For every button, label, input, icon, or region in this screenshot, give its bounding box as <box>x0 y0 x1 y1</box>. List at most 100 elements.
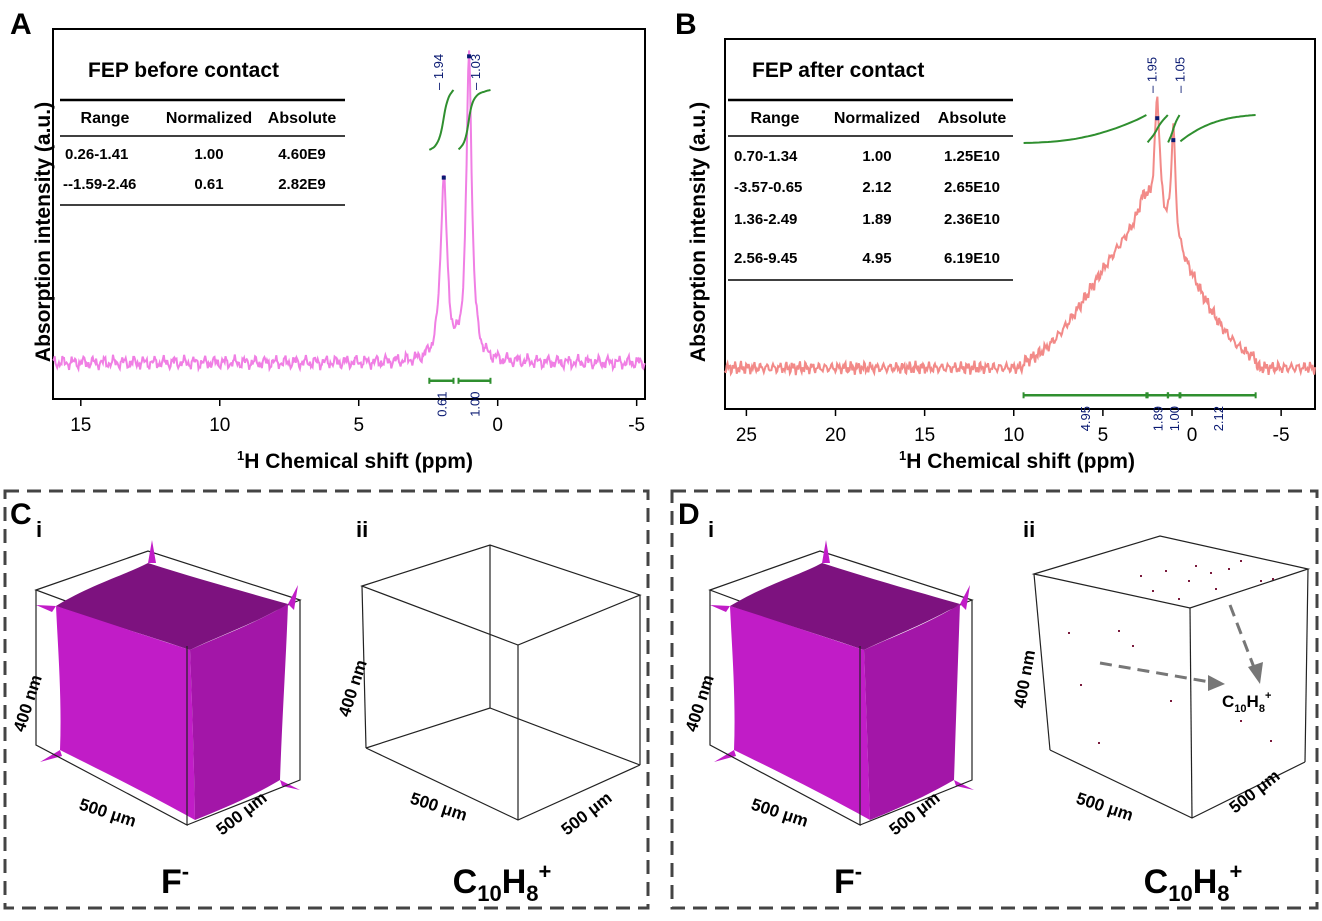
panel-a-header-range: Range <box>81 110 130 127</box>
panel-b-row-3-range: 1.36-2.49 <box>734 211 797 228</box>
panel-d-cube-i-z-label: 400 nm <box>682 673 718 735</box>
panel-d-annotation-naphthalene: C10H8+ <box>1222 690 1271 715</box>
panel-c: C i ii 400 nm 500 μm 500 μm F- 400 nm <box>3 489 650 910</box>
panel-a: A Absorption intensity (a.u.) 15 10 5 0 -5 1… <box>10 8 646 473</box>
panel-d-cube-ii-x-label: 500 μm <box>1074 789 1136 825</box>
panel-b-row-4-range: 2.56-9.45 <box>734 250 797 267</box>
integral-value-label: 2.12 <box>1211 406 1226 431</box>
integral-value-label: 0.61 <box>434 391 449 416</box>
panel-d-sub-ii: ii <box>1023 517 1035 542</box>
ion-speckle <box>1240 720 1242 722</box>
panel-c-cube-i-right-face <box>190 604 288 820</box>
panel-c-cube-i-right-edges <box>186 600 301 826</box>
integral-curve <box>457 89 491 151</box>
panel-c-cube-ii-y-label: 500 μm <box>558 788 616 839</box>
panel-c-sub-ii: ii <box>356 517 368 542</box>
peak-marker <box>1171 138 1176 143</box>
ion-speckle <box>1195 565 1197 567</box>
ion-speckle <box>1152 590 1154 592</box>
panel-c-dashed-border <box>3 489 650 910</box>
panel-c-ion-label-naphthalene: C10H8+ <box>453 859 552 906</box>
panel-a-spectrum-line <box>52 50 646 373</box>
panel-b-row-2-normalized: 2.12 <box>862 179 891 196</box>
x-tick-label: 5 <box>353 415 364 436</box>
integral-curve <box>1179 114 1256 143</box>
panel-d-letter: D <box>678 498 700 531</box>
panel-d-arrow-left-shaft <box>1099 661 1211 684</box>
x-tick-label: 15 <box>914 425 935 446</box>
ion-speckle <box>1170 700 1172 702</box>
panel-b: B Absorption intensity (a.u.) 25 20 15 10 5 0… <box>675 8 1316 473</box>
panel-b-peak-markers: – 1.95 – 1.05 <box>1144 57 1187 143</box>
panel-a-xlabel: 1H Chemical shift (ppm) <box>237 448 473 473</box>
panel-a-row-1-range: 0.26-1.41 <box>65 146 128 163</box>
ion-speckle <box>1228 568 1230 570</box>
panel-c-cube-fluoride <box>34 540 302 826</box>
panel-d-ion-label-naphthalene: C10H8+ <box>1144 859 1243 906</box>
panel-d-cube-i-right-face <box>864 604 960 820</box>
panel-d-cube-naphthalene <box>1031 535 1311 819</box>
x-tick-label: -5 <box>628 415 645 436</box>
panel-a-ylabel: Absorption intensity (a.u.) <box>32 102 55 362</box>
panel-d-cube-i-x-label: 500 μm <box>749 795 811 831</box>
panel-c-letter: C <box>10 498 32 531</box>
x-tick-label: -5 <box>1273 425 1290 446</box>
ion-speckle <box>1178 598 1180 600</box>
panel-b-ylabel: Absorption intensity (a.u.) <box>687 102 710 362</box>
panel-c-cube-i-top-face <box>56 563 288 650</box>
peak-label: – 1.05 <box>1172 57 1187 93</box>
panel-c-cube-i-z-label: 400 nm <box>10 673 46 735</box>
panel-b-row-1-absolute: 1.25E10 <box>944 148 1000 165</box>
x-tick-label: 10 <box>209 415 230 436</box>
panel-a-letter: A <box>10 8 32 41</box>
panel-a-row-2-range: --1.59-2.46 <box>63 176 136 193</box>
panel-c-cube-ii-x-label: 500 μm <box>408 789 470 825</box>
panel-d-cube-i-left-face <box>730 606 870 820</box>
panel-b-xaxis-ticks: 25 20 15 10 5 0 -5 <box>736 409 1290 446</box>
x-tick-label: 15 <box>70 415 91 436</box>
ion-speckle <box>1240 560 1242 562</box>
panel-b-xlabel: 1H Chemical shift (ppm) <box>899 448 1135 473</box>
panel-a-header-normalized: Normalized <box>166 110 252 127</box>
integral-curve <box>1167 114 1181 143</box>
panel-d: D i ii 400 nm 500 μm 500 μm F- <box>670 489 1319 910</box>
peak-marker <box>467 54 472 59</box>
panel-d-cube-ii-y-label: 500 μm <box>1226 766 1284 817</box>
panel-d-cube-fluoride <box>708 540 974 826</box>
x-tick-label: 25 <box>736 425 757 446</box>
ion-speckle <box>1188 580 1190 582</box>
ion-speckle <box>1068 632 1070 634</box>
integral-value-label: 1.00 <box>1167 406 1182 431</box>
x-tick-label: 10 <box>1003 425 1024 446</box>
panel-b-plot-frame <box>724 38 1316 410</box>
integral-curve <box>1146 114 1169 144</box>
panel-c-cube-i-x-label: 500 μm <box>77 795 139 831</box>
peak-label: – 1.95 <box>1144 57 1159 93</box>
panel-c-cube-i-left-face <box>56 606 195 820</box>
integral-value-label: 1.00 <box>467 391 482 416</box>
panel-d-cube-ii-edge <box>1189 607 1193 819</box>
peak-label: – 1.03 <box>468 54 483 90</box>
x-tick-label: 5 <box>1098 425 1109 446</box>
peak-marker <box>1155 116 1160 121</box>
panel-b-row-1-normalized: 1.00 <box>862 148 891 165</box>
x-tick-label: 0 <box>492 415 503 436</box>
panel-c-cube-i-front-edges <box>35 590 188 826</box>
ion-speckle <box>1260 580 1262 582</box>
panel-c-cube-ii-top-edges <box>360 544 642 646</box>
ion-speckle <box>1080 684 1082 686</box>
ion-speckle <box>1272 578 1274 580</box>
panel-a-xaxis-ticks: 15 10 5 0 -5 <box>70 399 645 436</box>
ion-speckle <box>1140 575 1142 577</box>
panel-c-sub-i: i <box>36 517 42 542</box>
integral-curve <box>428 89 455 151</box>
panel-a-peak-markers: – 1.94 – 1.03 <box>431 54 483 180</box>
panel-b-row-4-absolute: 6.19E10 <box>944 250 1000 267</box>
x-tick-label: 0 <box>1187 425 1198 446</box>
peak-label: – 1.94 <box>431 54 446 90</box>
panel-b-integrals: 4.95 1.89 1.00 2.12 <box>1022 114 1257 431</box>
panel-d-ion-label-fluoride: F- <box>834 859 862 901</box>
panel-d-arrow-right-head <box>1248 662 1263 684</box>
panel-b-row-4-normalized: 4.95 <box>862 250 891 267</box>
